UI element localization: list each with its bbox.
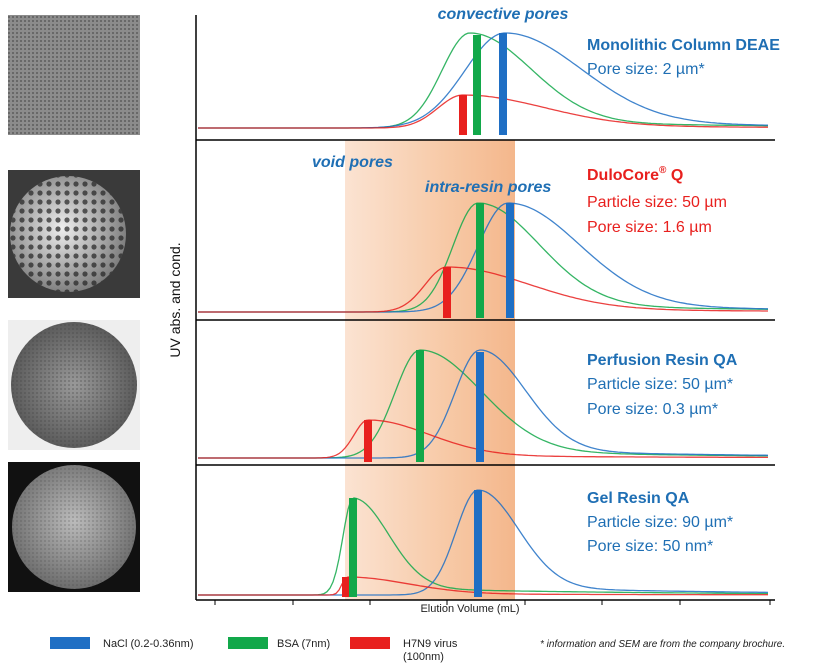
footnote: * information and SEM are from the compa… <box>540 639 785 650</box>
figure: convective pores void pores intra-resin … <box>0 0 817 665</box>
panel-info: Pore size: 1.6 µm <box>587 219 712 236</box>
peak-bar <box>364 420 372 462</box>
peak-bar <box>476 203 484 318</box>
peak-bar <box>349 498 357 597</box>
panel-title: Gel Resin QA <box>587 490 690 507</box>
panel-title: Monolithic Column DEAE <box>587 37 780 54</box>
x-axis-label: Elution Volume (mL) <box>420 603 519 615</box>
legend-label: BSA (7nm) <box>277 638 330 650</box>
legend-swatch <box>50 637 90 649</box>
annotation: intra-resin pores <box>425 179 551 196</box>
legend-swatch <box>350 637 390 649</box>
sem-images <box>8 15 140 592</box>
peak-bar <box>506 203 514 318</box>
annotation: convective pores <box>438 6 569 23</box>
legend-label: H7N9 virus <box>403 638 458 650</box>
legend-label: NaCl (0.2-0.36nm) <box>103 638 193 650</box>
panel-title: Perfusion Resin QA <box>587 352 738 369</box>
panel-info: Particle size: 50 µm <box>587 194 727 211</box>
panel-info: Pore size: 0.3 µm* <box>587 401 718 418</box>
panel-title-text: DuloCore <box>587 167 659 184</box>
pore-band <box>345 140 515 600</box>
panel-title-suffix: Q <box>666 167 683 184</box>
peak-bar <box>499 33 507 135</box>
peak-bar <box>416 350 424 462</box>
panel-info: Pore size: 2 µm* <box>587 61 705 78</box>
legend-swatch <box>228 637 268 649</box>
curve <box>198 95 768 128</box>
legend: NaCl (0.2-0.36nm) BSA (7nm) H7N9 virus(100… <box>50 637 458 663</box>
peak-bar <box>473 35 481 135</box>
y-axis-label: UV abs. and cond. <box>167 242 183 357</box>
legend-label: (100nm) <box>403 651 444 663</box>
peak-bar <box>342 577 350 597</box>
annotation: void pores <box>312 154 393 171</box>
peak-bar <box>476 352 484 462</box>
peak-bar <box>459 95 467 135</box>
panel-info: Particle size: 50 µm* <box>587 376 733 393</box>
panel-title: DuloCore® Q <box>587 165 683 184</box>
panel-info: Pore size: 50 nm* <box>587 538 713 555</box>
peak-bar <box>474 490 482 597</box>
peak-bar <box>443 267 451 318</box>
panel-info: Particle size: 90 µm* <box>587 514 733 531</box>
